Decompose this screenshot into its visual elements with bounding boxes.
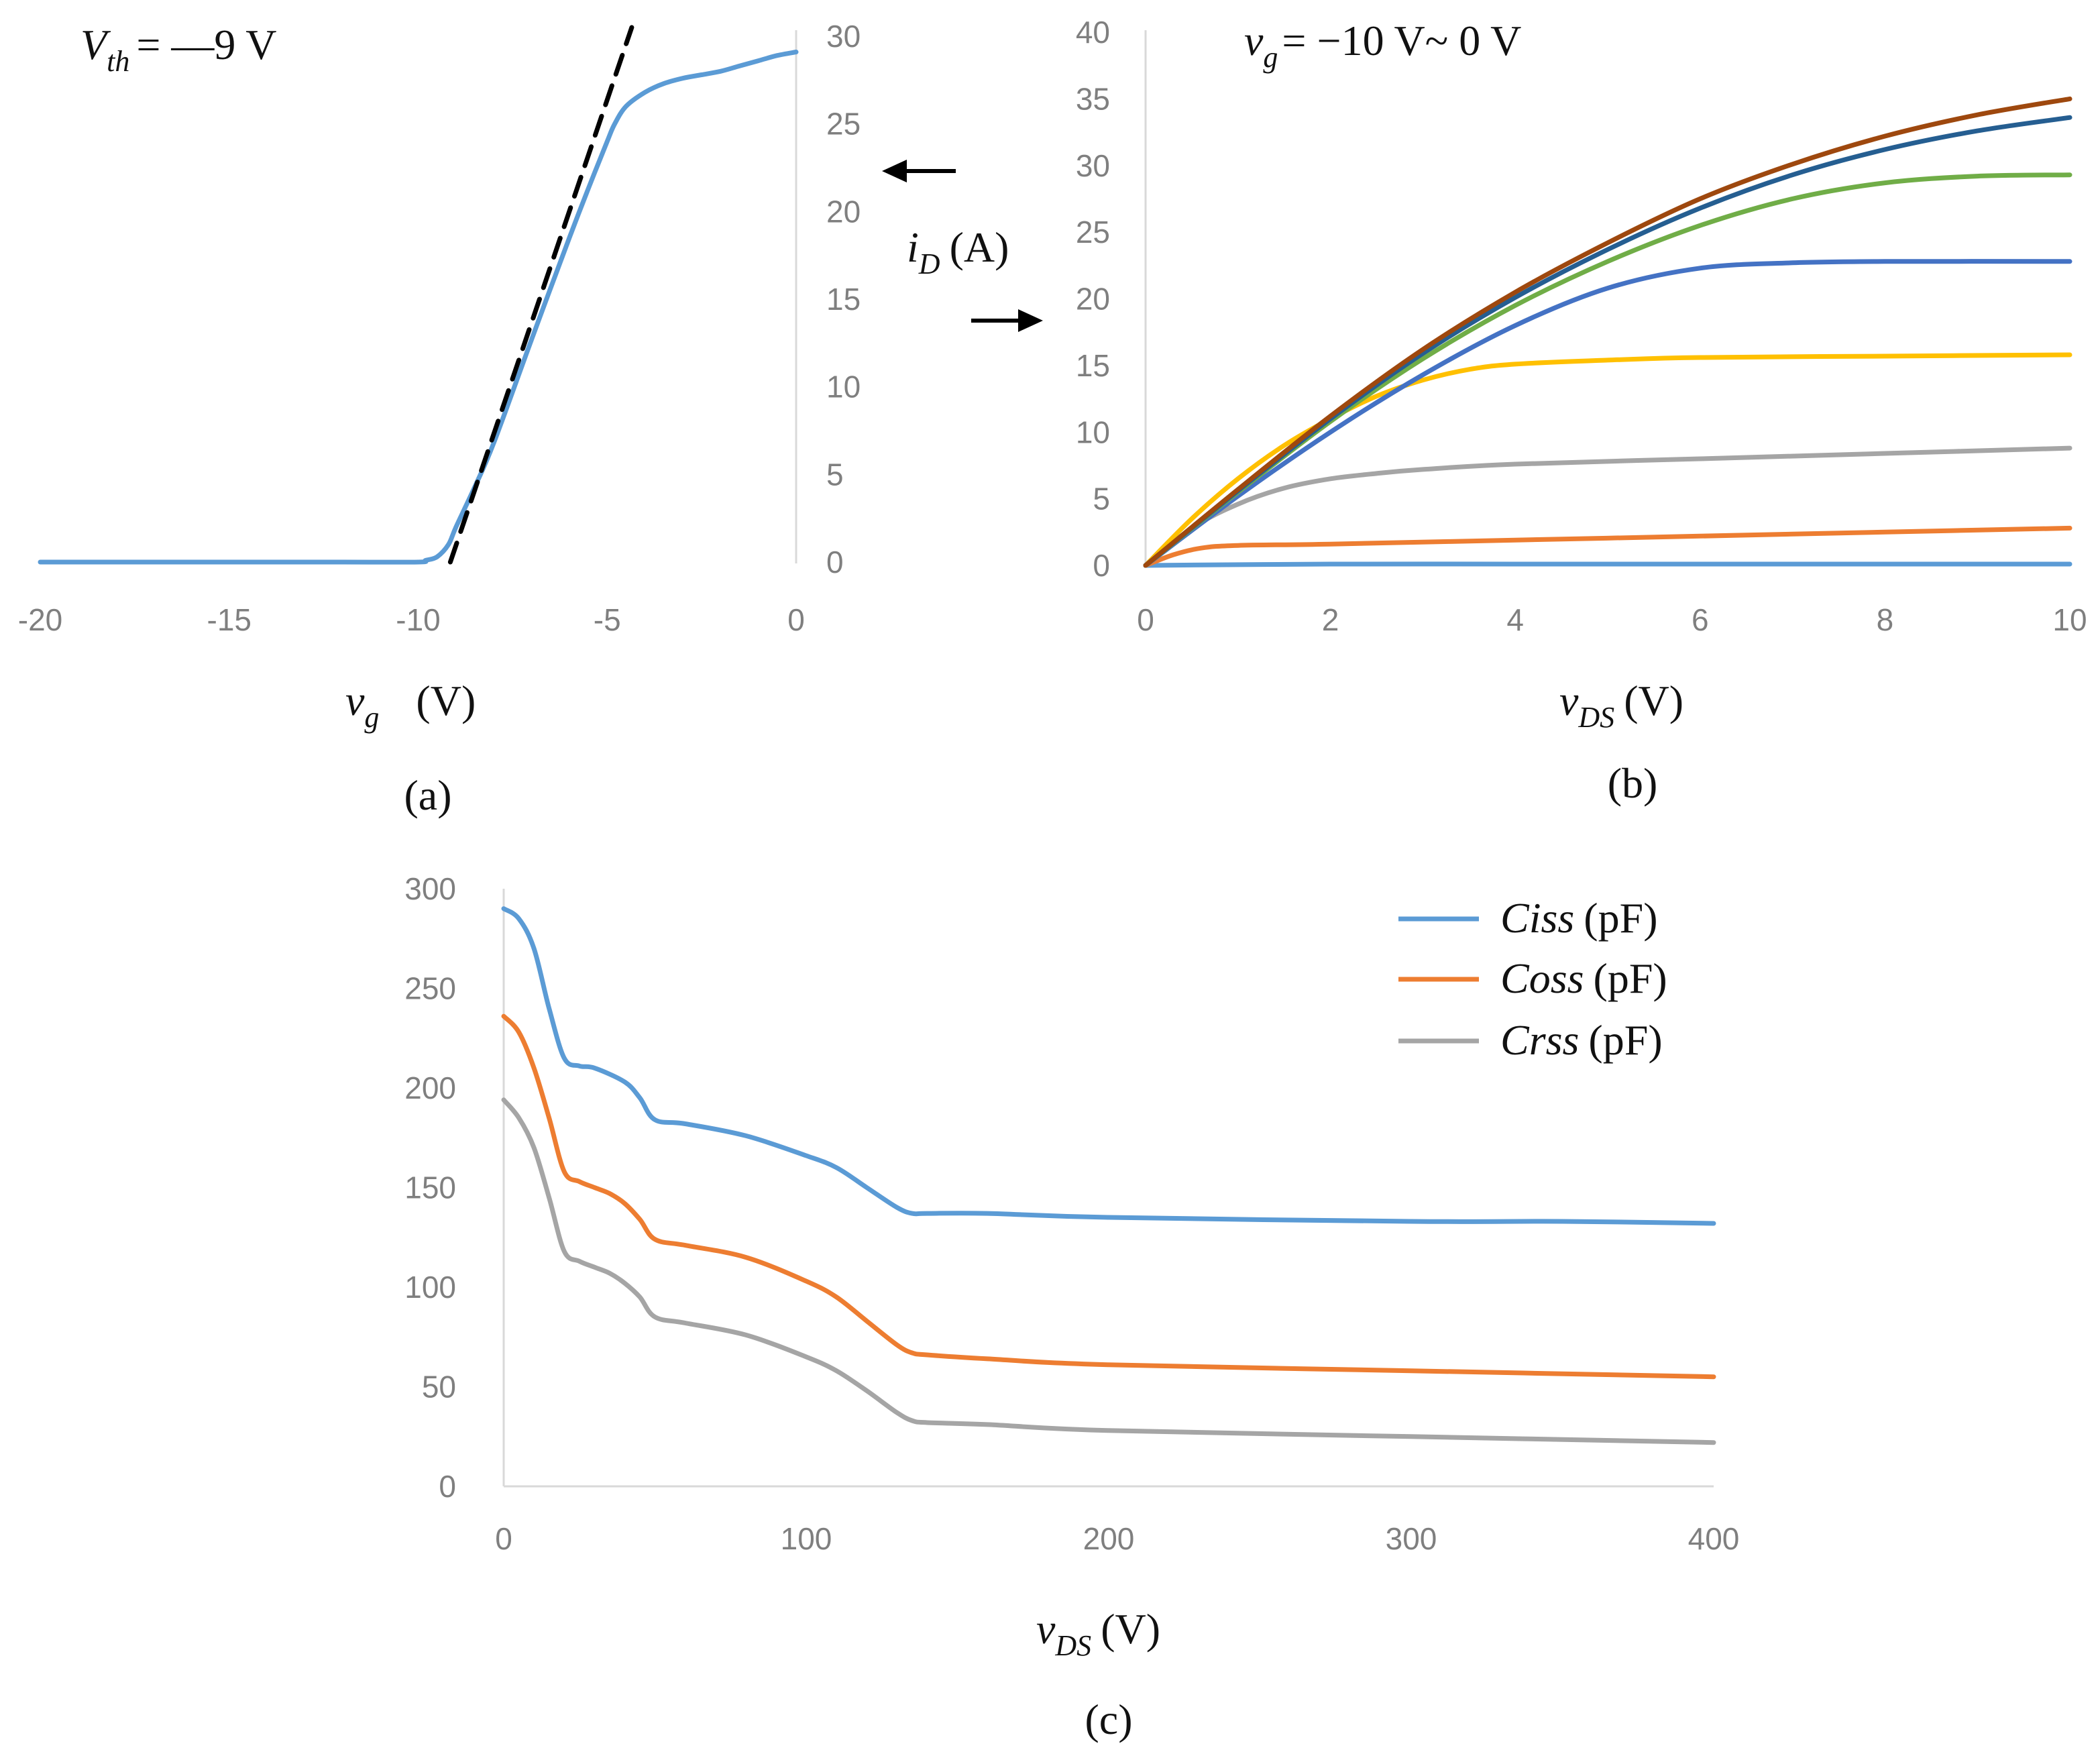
panel-b-y-ticks: 0 5 10 15 20 25 30 35 40 <box>1076 15 1110 583</box>
panel-c-y-ticks: 0 50 100 150 200 250 300 <box>404 871 456 1504</box>
current-axis-label: iD (A) <box>907 223 1009 280</box>
panel-a-label: (a) <box>404 771 451 819</box>
panel-b-y-tick-label: 0 <box>1093 548 1110 583</box>
panel-a-x-ticks: -20 -15 -10 -5 0 <box>18 602 805 637</box>
panel-b-y-tick-label: 15 <box>1076 348 1110 383</box>
panel-a-y-ticks: 0 5 10 15 20 25 30 <box>826 19 861 580</box>
panel-b-series-v-g-0-5 <box>1143 115 2073 568</box>
panel-b-label: (b) <box>1608 759 1658 807</box>
panel-c-legend: Ciss (pF) Coss (pF) Crss (pF) <box>1398 894 1667 1064</box>
panel-c-series-ciss <box>501 906 1716 1226</box>
panel-a-x-tick-label: -5 <box>594 602 621 637</box>
panel-b-series-v-g-4 <box>1143 352 2073 568</box>
panel-a-y-tick-label: 0 <box>826 545 844 580</box>
panel-a-y-tick-label: 10 <box>826 370 861 404</box>
panel-c-y-tick-label: 150 <box>404 1170 456 1205</box>
legend-item-ciss: Ciss (pF) <box>1398 894 1658 942</box>
panel-c-y-tick-label: 100 <box>404 1270 456 1305</box>
panel-b-x-tick-label: 10 <box>2052 602 2087 637</box>
panel-b-vg-annotation: vg= −10 V~ 0 V <box>1244 17 1521 74</box>
panel-c-x-axis-label: vDS (V) <box>1036 1605 1160 1662</box>
arrow-right-icon <box>971 309 1043 332</box>
panel-a-x-tick-label: -10 <box>396 602 440 637</box>
panel-a-series <box>38 25 799 565</box>
panel-b-y-tick-label: 35 <box>1076 81 1110 116</box>
legend-item-crss: Crss (pF) <box>1398 1016 1663 1064</box>
panel-b-x-axis-label: vDS (V) <box>1559 677 1683 734</box>
arrow-left-icon <box>882 160 956 182</box>
panel-c-x-ticks: 0 100 200 300 400 <box>495 1521 1739 1556</box>
panel-c-y-tick-label: 250 <box>404 971 456 1006</box>
panel-c-y-tick-label: 0 <box>439 1469 456 1504</box>
panel-b-y-tick-label: 10 <box>1076 415 1110 449</box>
panel-a-series-threshold-tangent <box>447 25 634 565</box>
panel-b-series-v-g-6 <box>1143 445 2073 568</box>
panel-b-y-tick-label: 5 <box>1093 482 1110 516</box>
panel-c-series <box>501 906 1716 1445</box>
panel-c-x-tick-label: 0 <box>495 1521 512 1556</box>
panel-b-y-tick-label: 20 <box>1076 282 1110 317</box>
panel-c-y-tick-label: 50 <box>422 1370 456 1405</box>
panel-a-x-axis-label: vg (V) <box>345 677 476 734</box>
legend-item-coss: Coss (pF) <box>1398 954 1667 1002</box>
panel-a-y-tick-label: 30 <box>826 19 861 54</box>
panel-b-x-tick-label: 8 <box>1877 602 1894 637</box>
panel-a-x-tick-label: -15 <box>207 602 252 637</box>
panel-b-series-v-g-0 <box>1143 96 2073 568</box>
panel-c-y-tick-label: 300 <box>404 871 456 906</box>
panel-c-y-tick-label: 200 <box>404 1070 456 1105</box>
panel-a-series-i-d-vs-v-g <box>38 50 799 565</box>
panel-b-y-tick-label: 30 <box>1076 148 1110 183</box>
panel-c: 0 100 200 300 400 0 50 100 150 200 250 300 Ciss (pF… <box>404 871 1739 1743</box>
panel-b-series <box>1143 96 2073 568</box>
panel-b-x-tick-label: 2 <box>1322 602 1339 637</box>
panel-a-x-tick-label: 0 <box>787 602 805 637</box>
panel-c-x-tick-label: 300 <box>1386 1521 1437 1556</box>
panel-a-y-tick-label: 15 <box>826 282 861 317</box>
shared-current-axis-label: iD (A) <box>882 160 1043 332</box>
panel-b-y-tick-label: 25 <box>1076 215 1110 250</box>
panel-b-x-tick-label: 0 <box>1137 602 1154 637</box>
legend-label-ciss: Ciss (pF) <box>1500 894 1658 942</box>
panel-a: -20 -15 -10 -5 0 0 5 10 15 20 25 30 Vth = —9 V vg (V… <box>18 19 861 819</box>
panel-c-series-crss <box>501 1097 1716 1445</box>
panel-b-series-v-g-2 <box>1143 259 2073 568</box>
panel-b-series-v-g-10 <box>1143 561 2073 568</box>
panel-a-y-tick-label: 25 <box>826 107 861 142</box>
panel-c-x-tick-label: 400 <box>1688 1521 1740 1556</box>
panel-b-x-tick-label: 6 <box>1692 602 1709 637</box>
legend-label-crss: Crss (pF) <box>1500 1016 1663 1064</box>
panel-a-x-tick-label: -20 <box>18 602 62 637</box>
panel-c-x-tick-label: 100 <box>781 1521 832 1556</box>
panel-c-label: (c) <box>1085 1696 1132 1743</box>
panel-c-x-tick-label: 200 <box>1083 1521 1135 1556</box>
panel-b-x-ticks: 0 2 4 6 8 10 <box>1137 602 2087 637</box>
legend-label-coss: Coss (pF) <box>1500 954 1667 1002</box>
panel-c-series-coss <box>501 1013 1716 1380</box>
panel-a-vth-annotation: Vth = —9 V <box>80 21 276 78</box>
panel-b-series-v-g-8 <box>1143 525 2073 568</box>
panel-b-y-tick-label: 40 <box>1076 15 1110 50</box>
panel-a-y-tick-label: 20 <box>826 194 861 229</box>
panel-b-x-tick-label: 4 <box>1506 602 1524 637</box>
panel-a-y-tick-label: 5 <box>826 457 844 492</box>
panel-b-series-v-g-1 <box>1143 172 2073 568</box>
